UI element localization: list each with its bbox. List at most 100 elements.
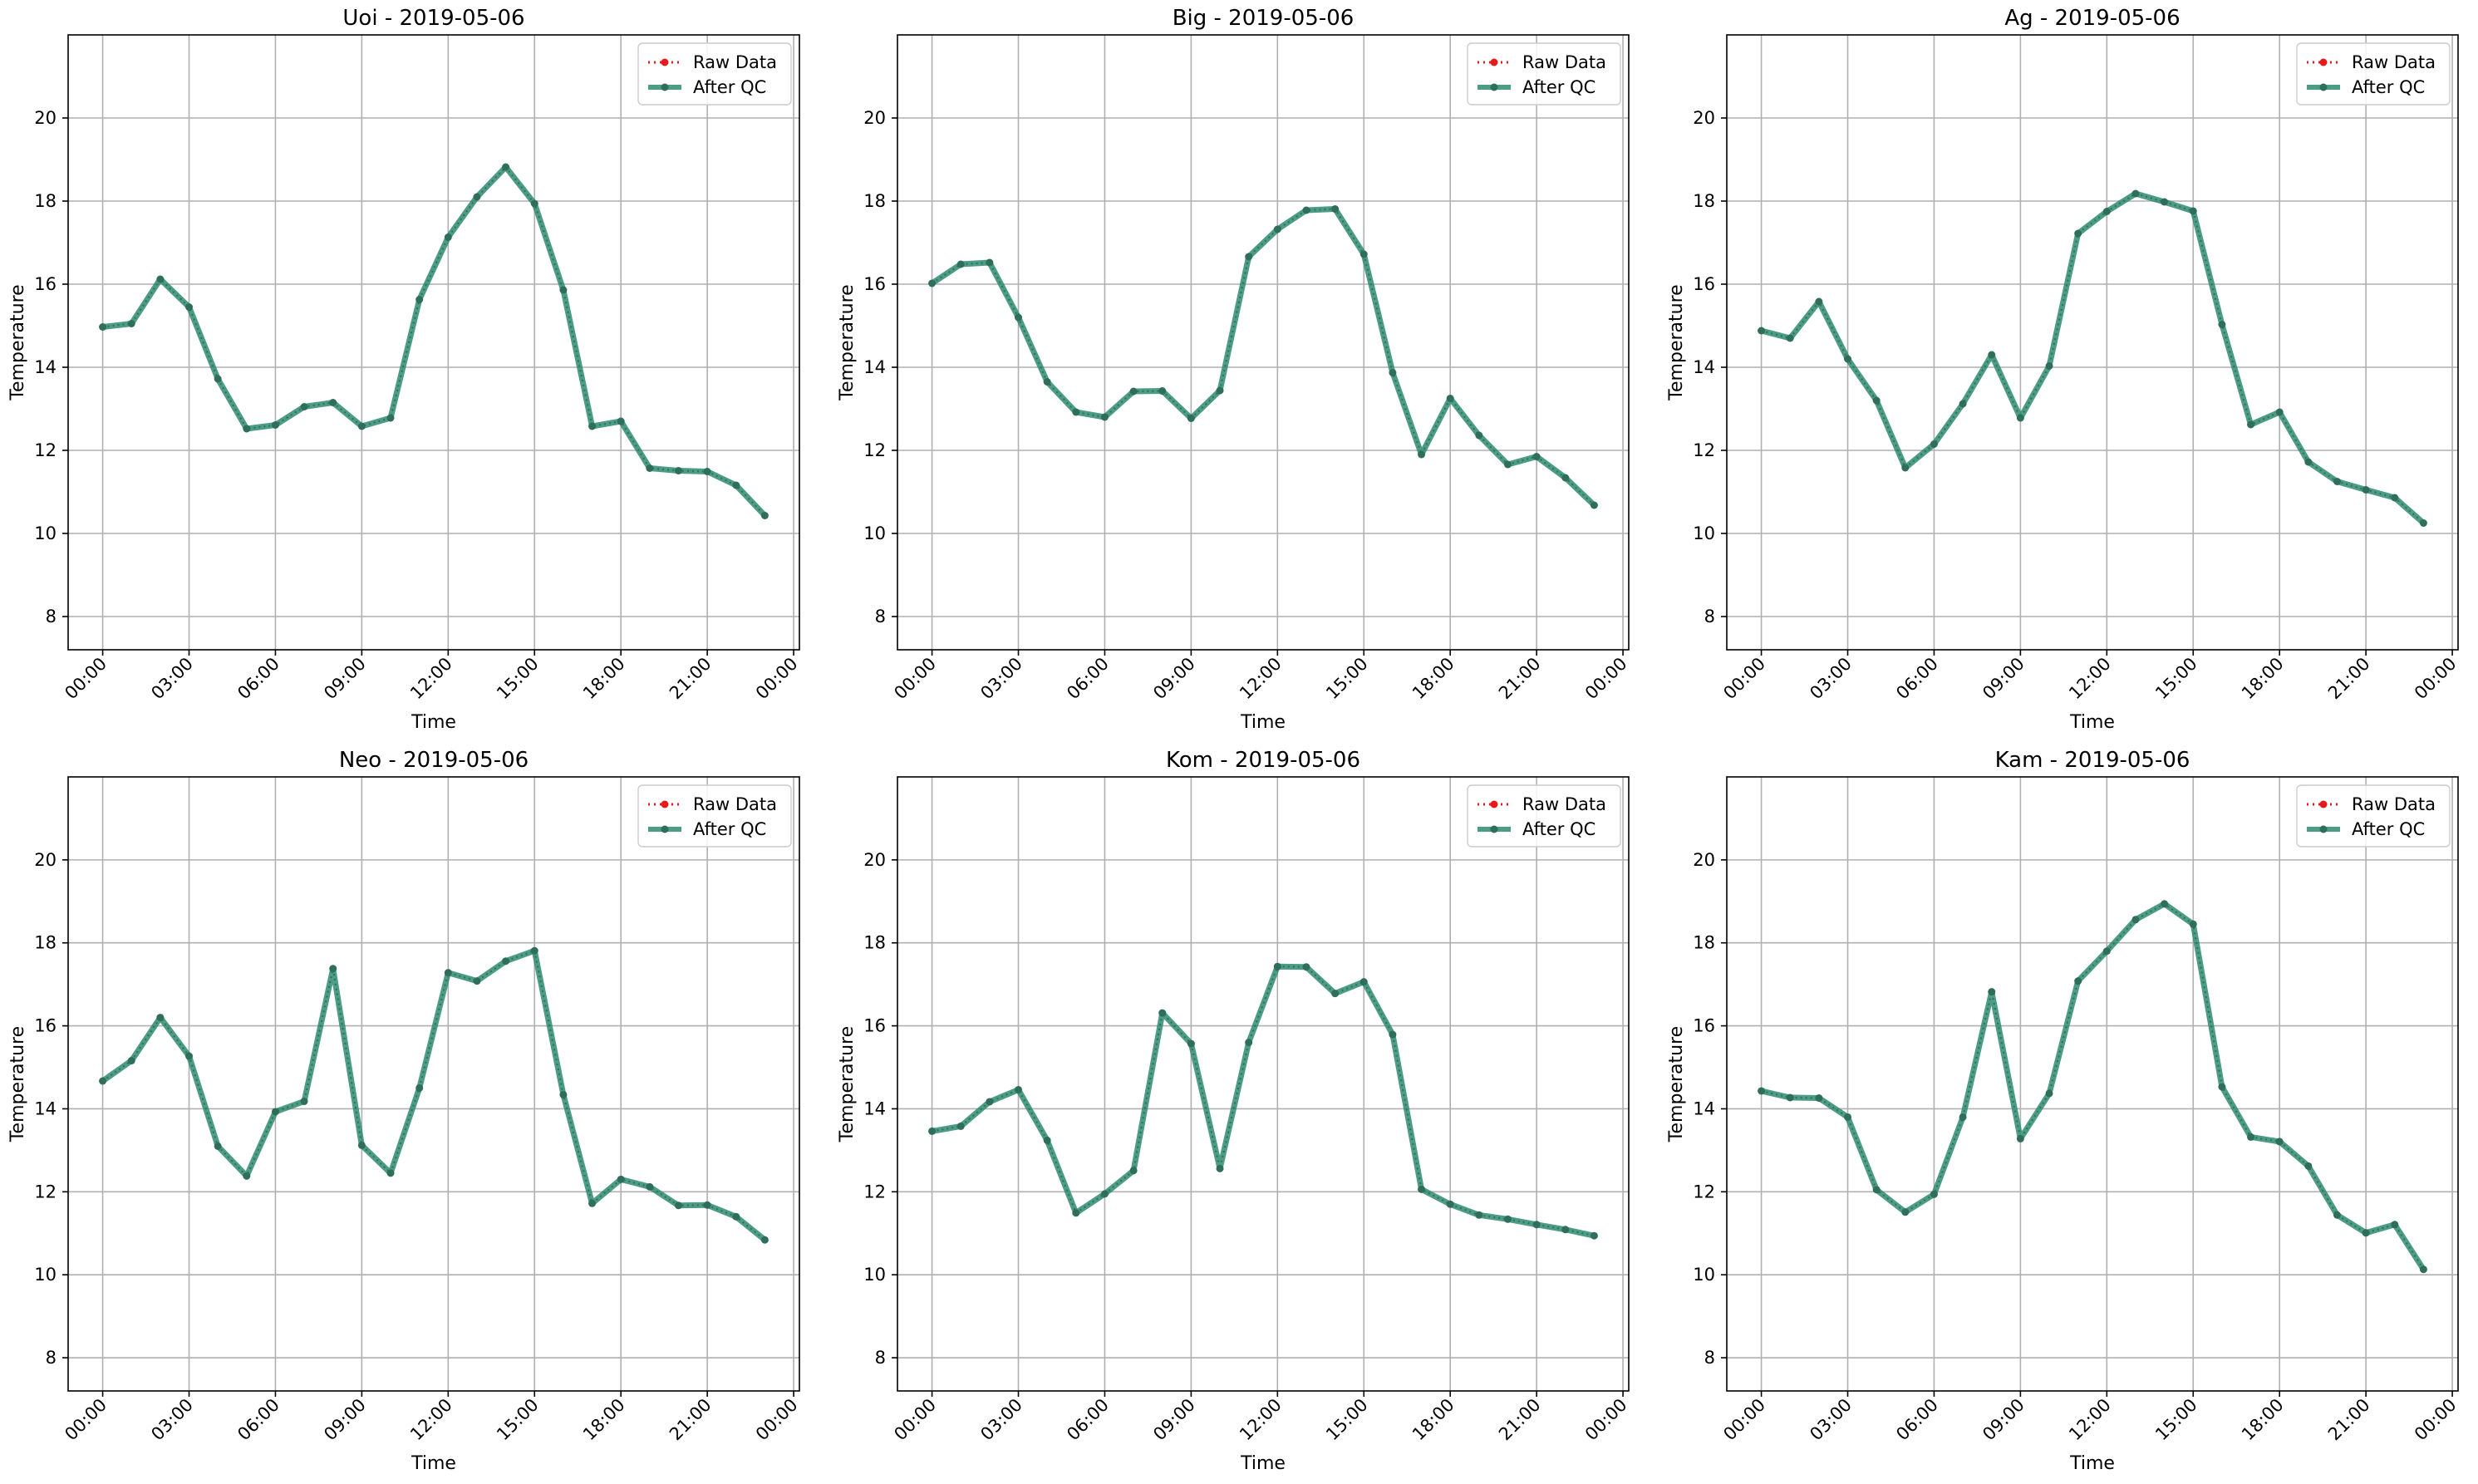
legend-raw-label: Raw Data [2352, 794, 2436, 814]
y-tick-label: 10 [863, 523, 886, 543]
x-tick-label: 12:00 [1236, 1395, 1286, 1445]
raw-data-point [1845, 356, 1851, 361]
y-axis-label: Temperature [7, 1026, 28, 1142]
raw-data-point [2133, 917, 2138, 922]
raw-data-point [2277, 1139, 2282, 1144]
raw-data-point [734, 1214, 739, 1219]
legend-raw-marker [2319, 800, 2328, 808]
subplot-title: Uoi - 2019-05-06 [342, 6, 524, 31]
x-tick-label: 15:00 [2151, 1395, 2201, 1445]
raw-data-point [1931, 441, 1937, 447]
x-tick-label: 15:00 [1322, 1395, 1372, 1445]
subplot-2: 8 10 12 14 16 18 20 00:00 03:00 06:00 09:00 12:00 15… [837, 6, 1631, 733]
raw-data-point [359, 424, 364, 429]
raw-data-point [2334, 479, 2340, 484]
raw-data-point [474, 979, 479, 984]
y-tick-label: 12 [34, 1182, 57, 1201]
raw-data-point [1505, 1216, 1511, 1221]
x-tick-label: 21:00 [666, 654, 715, 704]
raw-data-point [589, 424, 595, 429]
y-axis-label: Temperature [837, 1026, 858, 1142]
x-tick-label: 06:00 [234, 1395, 283, 1445]
raw-data-point [2220, 1084, 2225, 1089]
x-axis-label: Time [411, 712, 456, 733]
raw-data-point [2277, 410, 2282, 415]
axes-frame [67, 776, 800, 1392]
raw-data-point [2421, 520, 2426, 526]
raw-data-point [705, 1202, 710, 1207]
raw-data-point [359, 1142, 364, 1147]
raw-data-point [1931, 1192, 1937, 1197]
raw-data-point [417, 1085, 422, 1091]
raw-data-point [331, 966, 336, 971]
subplot-4: 8 10 12 14 16 18 20 00:00 03:00 06:00 09:00 12:00 15… [7, 748, 802, 1474]
y-tick-label: 12 [34, 440, 57, 460]
legend-qc-label: After QC [2352, 819, 2425, 839]
x-tick-label: 03:00 [147, 1395, 197, 1445]
raw-data-point [1787, 1095, 1792, 1100]
raw-data-point [589, 1201, 595, 1206]
raw-data-point [2392, 495, 2397, 500]
raw-data-point [1448, 396, 1453, 401]
x-tick-label: 00:00 [752, 654, 802, 704]
raw-data-point [618, 419, 623, 424]
legend-raw-marker [2319, 58, 2328, 66]
x-tick-label: 00:00 [1719, 1395, 1769, 1445]
y-tick-label: 14 [34, 1098, 57, 1118]
legend: Raw Data After QC [2296, 42, 2451, 106]
x-axis-label: Time [411, 1453, 456, 1474]
legend-raw-label: Raw Data [1522, 52, 1606, 72]
x-tick-label: 09:00 [1149, 1395, 1199, 1445]
raw-data-point [2133, 191, 2138, 196]
y-tick-label: 10 [1693, 523, 1715, 543]
raw-data-point [1188, 415, 1193, 421]
legend: Raw Data After QC [637, 784, 792, 848]
x-axis-label: Time [2069, 712, 2115, 733]
raw-data-point [929, 1128, 935, 1134]
raw-data-point [2018, 415, 2023, 420]
y-tick-label: 18 [863, 191, 886, 211]
y-tick-label: 18 [34, 933, 57, 953]
raw-data-point [532, 948, 537, 953]
raw-data-point [2018, 1136, 2023, 1142]
raw-data-point [1131, 389, 1136, 394]
raw-data-point [1591, 1233, 1597, 1238]
raw-data-line [931, 208, 1595, 506]
raw-data-point [2392, 1222, 2397, 1227]
raw-data-point [1074, 1211, 1079, 1216]
raw-data-point [1845, 1114, 1851, 1120]
y-tick-label: 18 [863, 933, 886, 953]
x-tick-label: 21:00 [666, 1395, 715, 1445]
raw-data-point [532, 201, 537, 206]
raw-data-point [561, 287, 566, 292]
y-tick-label: 14 [1693, 1098, 1715, 1118]
raw-data-point [1758, 328, 1764, 333]
subplot-6: 8 10 12 14 16 18 20 00:00 03:00 06:00 09:00 12:00 15… [1666, 748, 2461, 1474]
y-tick-label: 18 [1693, 933, 1715, 953]
raw-data-point [2104, 949, 2109, 954]
legend: Raw Data After QC [2296, 784, 2451, 848]
raw-data-point [958, 1123, 963, 1129]
subplot-1: 8 10 12 14 16 18 20 00:00 03:00 06:00 09:00 12:00 15… [7, 6, 802, 733]
legend-raw-marker [1490, 800, 1498, 808]
legend-qc-label: After QC [693, 819, 766, 839]
axes-frame [897, 34, 1630, 651]
raw-data-point [100, 1079, 106, 1084]
x-tick-label: 03:00 [976, 654, 1026, 704]
raw-data-point [2306, 1163, 2311, 1168]
raw-data-line [1761, 192, 2425, 524]
raw-data-point [1989, 352, 1994, 357]
raw-data-point [2190, 921, 2195, 926]
raw-data-point [1275, 964, 1280, 969]
x-tick-label: 15:00 [2151, 654, 2201, 704]
subplot-title: Ag - 2019-05-06 [2004, 6, 2180, 31]
raw-data-point [1903, 465, 1908, 470]
raw-data-point [2076, 979, 2081, 984]
raw-data-point [504, 959, 509, 964]
x-tick-label: 12:00 [2065, 654, 2115, 704]
x-tick-label: 18:00 [1409, 654, 1458, 704]
x-tick-label: 00:00 [1581, 1395, 1631, 1445]
raw-data-point [1333, 991, 1338, 996]
raw-data-point [129, 1058, 134, 1064]
x-tick-label: 21:00 [1495, 1395, 1545, 1445]
